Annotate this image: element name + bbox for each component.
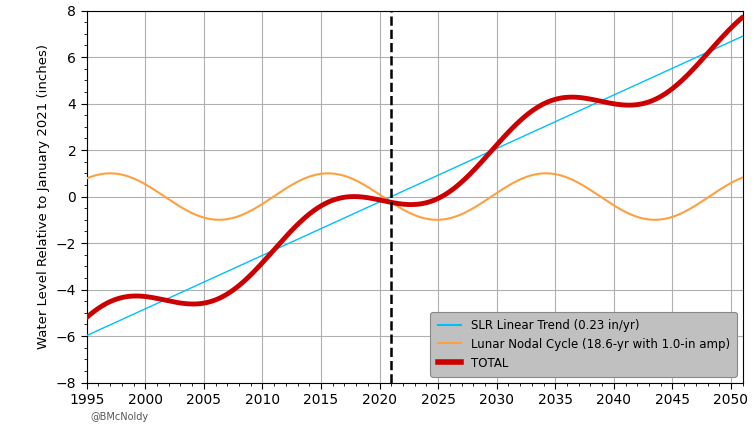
Legend: SLR Linear Trend (0.23 in/yr), Lunar Nodal Cycle (18.6-yr with 1.0-in amp), TOTA: SLR Linear Trend (0.23 in/yr), Lunar Nod… <box>431 312 737 377</box>
Y-axis label: Water Level Relative to January 2021 (inches): Water Level Relative to January 2021 (in… <box>37 44 51 349</box>
Text: @BMcNoldy: @BMcNoldy <box>90 412 148 422</box>
